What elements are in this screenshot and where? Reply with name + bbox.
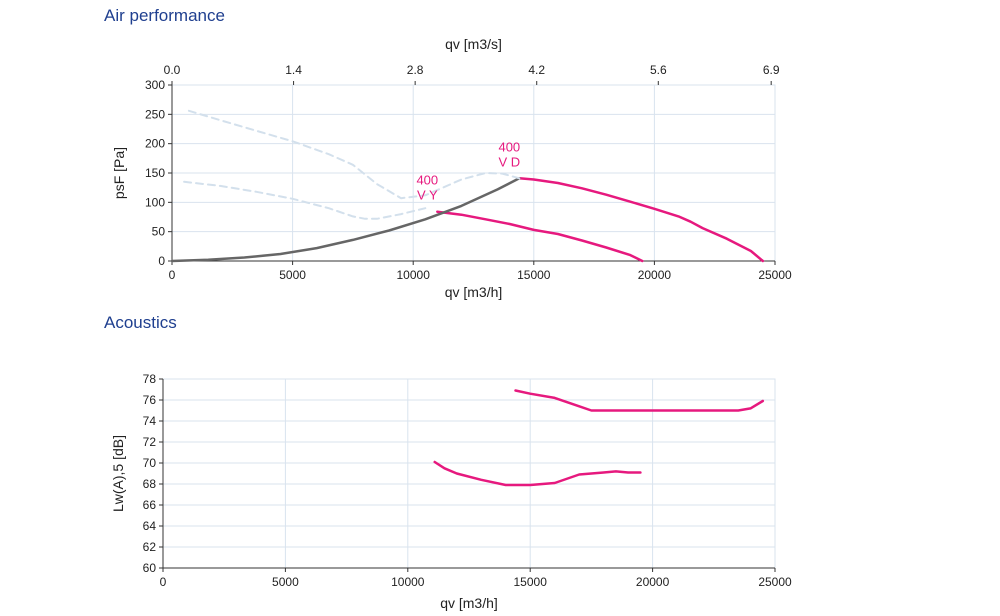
curve-label: 400	[416, 173, 438, 188]
y-axis-label: Lw(A),5 [dB]	[110, 435, 126, 512]
fan-curve-line	[436, 210, 644, 263]
y-axis-label: psF [Pa]	[111, 147, 127, 199]
y-tick-label: 64	[143, 519, 157, 533]
y-tick-label: 150	[145, 166, 165, 180]
x-tick-label: 5000	[279, 268, 306, 282]
curve-label: V D	[498, 154, 520, 169]
x2-tick-label: 2.8	[407, 63, 424, 77]
x2-tick-label: 0.0	[164, 63, 181, 77]
acoustics-chart: 60 62 64 66 68 70 72 74 76 78 0 5000 10000 15000 20000…	[110, 372, 792, 611]
air-performance-chart: 0 50 100 150 200 250 300 0 5000 10000 15000 20000 25…	[111, 36, 792, 300]
system-curve-line	[170, 177, 521, 263]
x-axis-label: qv [m3/h]	[445, 284, 503, 300]
x-tick-label: 0	[169, 268, 176, 282]
x-tick-label: 10000	[391, 575, 425, 589]
x-tick-label: 10000	[397, 268, 431, 282]
y-tick-label: 68	[143, 477, 157, 491]
x-tick-label: 0	[160, 575, 167, 589]
limit-curve-line	[183, 180, 427, 220]
x-tick-label: 25000	[758, 575, 792, 589]
y-tick-label: 70	[143, 456, 157, 470]
limit-curve-line	[187, 109, 521, 200]
x-tick-label: 25000	[758, 268, 792, 282]
y-tick-label: 50	[152, 225, 166, 239]
x2-tick-label: 4.2	[528, 63, 545, 77]
y-tick-label: 78	[143, 372, 157, 386]
x-tick-label: 20000	[638, 268, 672, 282]
y-tick-label: 74	[143, 414, 157, 428]
x2-tick-label: 6.9	[763, 63, 780, 77]
x-axis-label: qv [m3/h]	[440, 595, 498, 611]
x-tick-label: 15000	[514, 575, 548, 589]
y-tick-label: 200	[145, 137, 165, 151]
y-tick-label: 76	[143, 393, 157, 407]
y-tick-label: 250	[145, 107, 165, 121]
y-tick-label: 72	[143, 435, 157, 449]
air-performance-title: Air performance	[104, 6, 225, 25]
x-tick-label: 20000	[636, 575, 670, 589]
curve-label: V Y	[417, 188, 438, 203]
x-tick-label: 5000	[272, 575, 299, 589]
acoustics-title: Acoustics	[104, 313, 177, 332]
x2-tick-label: 5.6	[650, 63, 667, 77]
y-tick-label: 62	[143, 540, 157, 554]
y-tick-label: 66	[143, 498, 157, 512]
x2-axis-label: qv [m3/s]	[445, 36, 502, 52]
y-tick-label: 100	[145, 195, 165, 209]
sound-power-line	[514, 389, 765, 412]
y-tick-label: 60	[143, 561, 157, 575]
y-tick-label: 0	[158, 254, 165, 268]
x2-tick-label: 1.4	[285, 63, 302, 77]
plot-area	[162, 378, 776, 569]
curve-label: 400	[498, 139, 520, 154]
x-tick-label: 15000	[517, 268, 551, 282]
y-tick-label: 300	[145, 78, 165, 92]
sound-power-line	[433, 460, 642, 487]
fan-curve-line	[518, 177, 765, 263]
